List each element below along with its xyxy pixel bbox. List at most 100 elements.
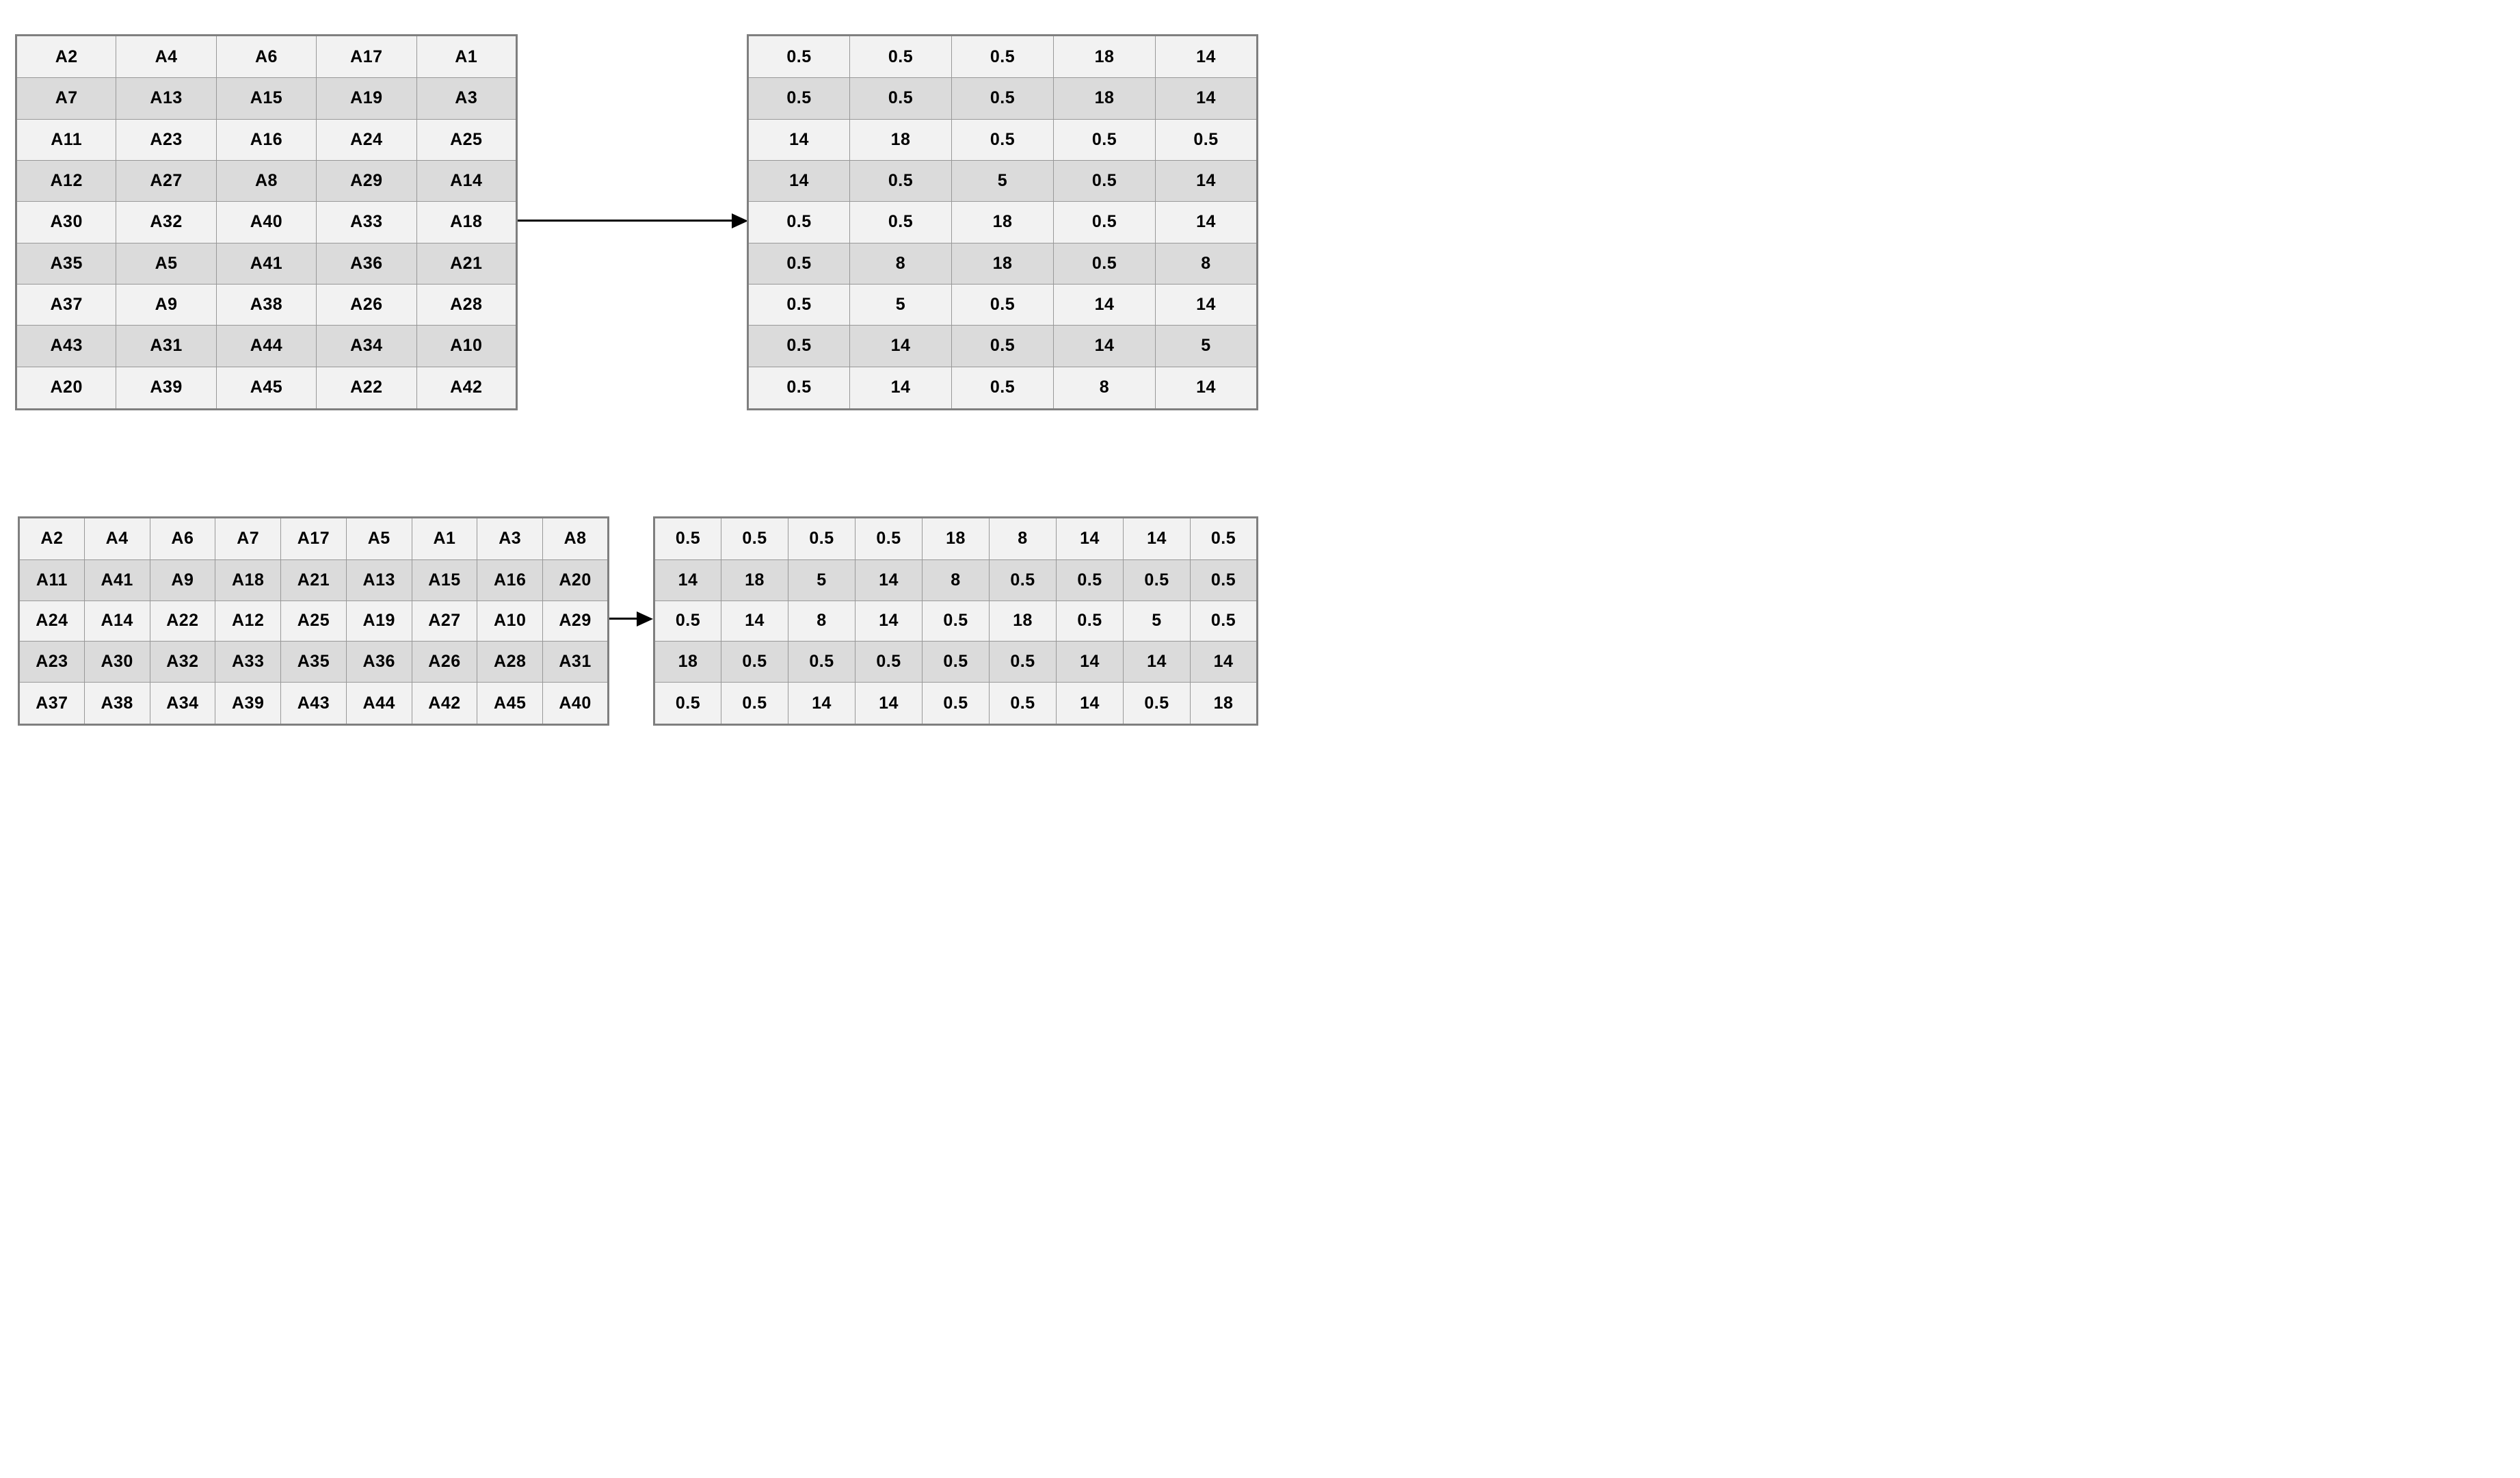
table-cell: 14	[1190, 641, 1258, 683]
panel-a-result-table: 0.5 0.5 0.5 18 14 0.5 0.5 0.5 18 14 14 18 0.5 0.5 0.5 1…	[747, 34, 1258, 410]
table-cell: 0.5	[721, 682, 788, 725]
table-cell: A24	[316, 118, 417, 161]
table-cell: 0.5	[951, 34, 1054, 79]
table-cell: A3	[477, 517, 544, 560]
table-cell: 14	[849, 366, 952, 410]
table-cell: A1	[416, 34, 518, 79]
table-cell: A38	[83, 682, 150, 725]
table-cell: A27	[411, 600, 478, 642]
table-cell: A8	[215, 159, 317, 202]
table-cell: 0.5	[1053, 201, 1156, 243]
table-cell: 5	[1123, 600, 1191, 642]
table-cell: A23	[116, 118, 217, 161]
table-cell: A13	[116, 77, 217, 120]
panel-a-arrowhead-icon	[732, 213, 748, 228]
table-cell: 18	[922, 517, 990, 560]
table-cell: 0.5	[1190, 600, 1258, 642]
table-row: A7 A13 A15 A19 A3	[15, 77, 518, 120]
table-cell: 0.5	[1123, 682, 1191, 725]
table-cell: 14	[747, 118, 850, 161]
table-cell: A37	[15, 283, 117, 326]
table-cell: A9	[116, 283, 217, 326]
table-cell: A32	[116, 201, 217, 243]
table-cell: A33	[316, 201, 417, 243]
table-row: 0.5 0.5 0.5 0.5 18 8 14 14 0.5	[654, 517, 1258, 560]
table-cell: A22	[149, 600, 216, 642]
table-cell: 0.5	[849, 201, 952, 243]
table-cell: A10	[477, 600, 544, 642]
table-cell: 14	[1155, 34, 1258, 79]
table-cell: 8	[922, 559, 990, 601]
table-cell: A41	[83, 559, 150, 601]
panel-b-result-table: 0.5 0.5 0.5 0.5 18 8 14 14 0.5 14 18 5 14 8 0.5 0.5 0.5 0…	[653, 516, 1258, 726]
table-row: 0.5 14 0.5 14 5	[747, 325, 1258, 367]
table-cell: 0.5	[849, 34, 952, 79]
table-row: A23 A30 A32 A33 A35 A36 A26 A28 A31	[18, 641, 609, 683]
table-row: 0.5 0.5 18 0.5 14	[747, 201, 1258, 243]
table-cell: A39	[215, 682, 282, 725]
table-cell: 0.5	[951, 325, 1054, 367]
table-cell: 8	[1053, 366, 1156, 410]
table-cell: 0.5	[747, 34, 850, 79]
table-row: 0.5 0.5 14 14 0.5 0.5 14 0.5 18	[654, 682, 1258, 725]
table-cell: 0.5	[989, 682, 1057, 725]
table-cell: A33	[215, 641, 282, 683]
table-cell: A2	[18, 517, 85, 560]
panel-b-label: b	[1251, 447, 1260, 474]
table-cell: 0.5	[747, 242, 850, 285]
table-cell: A16	[215, 118, 317, 161]
table-row: A43 A31 A44 A34 A10	[15, 325, 518, 367]
table-cell: A30	[15, 201, 117, 243]
table-cell: 14	[654, 559, 721, 601]
table-cell: A16	[477, 559, 544, 601]
table-cell: A34	[316, 325, 417, 367]
table-cell: A29	[316, 159, 417, 202]
table-cell: A14	[416, 159, 518, 202]
table-cell: 0.5	[855, 517, 923, 560]
table-cell: 18	[951, 242, 1054, 285]
table-cell: A11	[15, 118, 117, 161]
table-cell: A26	[411, 641, 478, 683]
table-cell: A4	[116, 34, 217, 79]
panel-b-source-table: A2 A4 A6 A7 A17 A5 A1 A3 A8 A11 A41 A9 A18 A21 A13 A15 A…	[18, 516, 609, 726]
table-cell: A45	[215, 366, 317, 410]
table-cell: A19	[316, 77, 417, 120]
table-cell: 14	[747, 159, 850, 202]
table-row: A35 A5 A41 A36 A21	[15, 242, 518, 285]
table-cell: 0.5	[951, 118, 1054, 161]
table-cell: A20	[15, 366, 117, 410]
table-cell: 0.5	[747, 366, 850, 410]
table-row: A11 A23 A16 A24 A25	[15, 118, 518, 161]
table-row: A20 A39 A45 A22 A42	[15, 366, 518, 410]
table-cell: A40	[542, 682, 609, 725]
table-cell: A38	[215, 283, 317, 326]
table-cell: 0.5	[721, 517, 788, 560]
table-cell: A28	[416, 283, 518, 326]
table-cell: 8	[849, 242, 952, 285]
table-cell: 0.5	[1053, 159, 1156, 202]
table-cell: 8	[1155, 242, 1258, 285]
table-row: A37 A9 A38 A26 A28	[15, 283, 518, 326]
table-cell: 0.5	[922, 682, 990, 725]
table-cell: A37	[18, 682, 85, 725]
table-cell: A35	[280, 641, 347, 683]
table-cell: 0.5	[788, 517, 856, 560]
table-cell: A34	[149, 682, 216, 725]
panel-a-label: a	[1250, 7, 1260, 34]
table-cell: A15	[215, 77, 317, 120]
table-cell: 14	[1056, 682, 1124, 725]
table-cell: A44	[345, 682, 412, 725]
table-cell: 0.5	[951, 366, 1054, 410]
table-row: A30 A32 A40 A33 A18	[15, 201, 518, 243]
table-cell: A18	[215, 559, 282, 601]
table-cell: 14	[849, 325, 952, 367]
table-cell: 0.5	[849, 159, 952, 202]
table-cell: 14	[1155, 201, 1258, 243]
table-cell: 0.5	[1053, 118, 1156, 161]
table-cell: A20	[542, 559, 609, 601]
table-cell: 0.5	[747, 283, 850, 326]
table-cell: 18	[1053, 77, 1156, 120]
table-cell: A36	[316, 242, 417, 285]
table-cell: A25	[280, 600, 347, 642]
table-row: 0.5 8 18 0.5 8	[747, 242, 1258, 285]
